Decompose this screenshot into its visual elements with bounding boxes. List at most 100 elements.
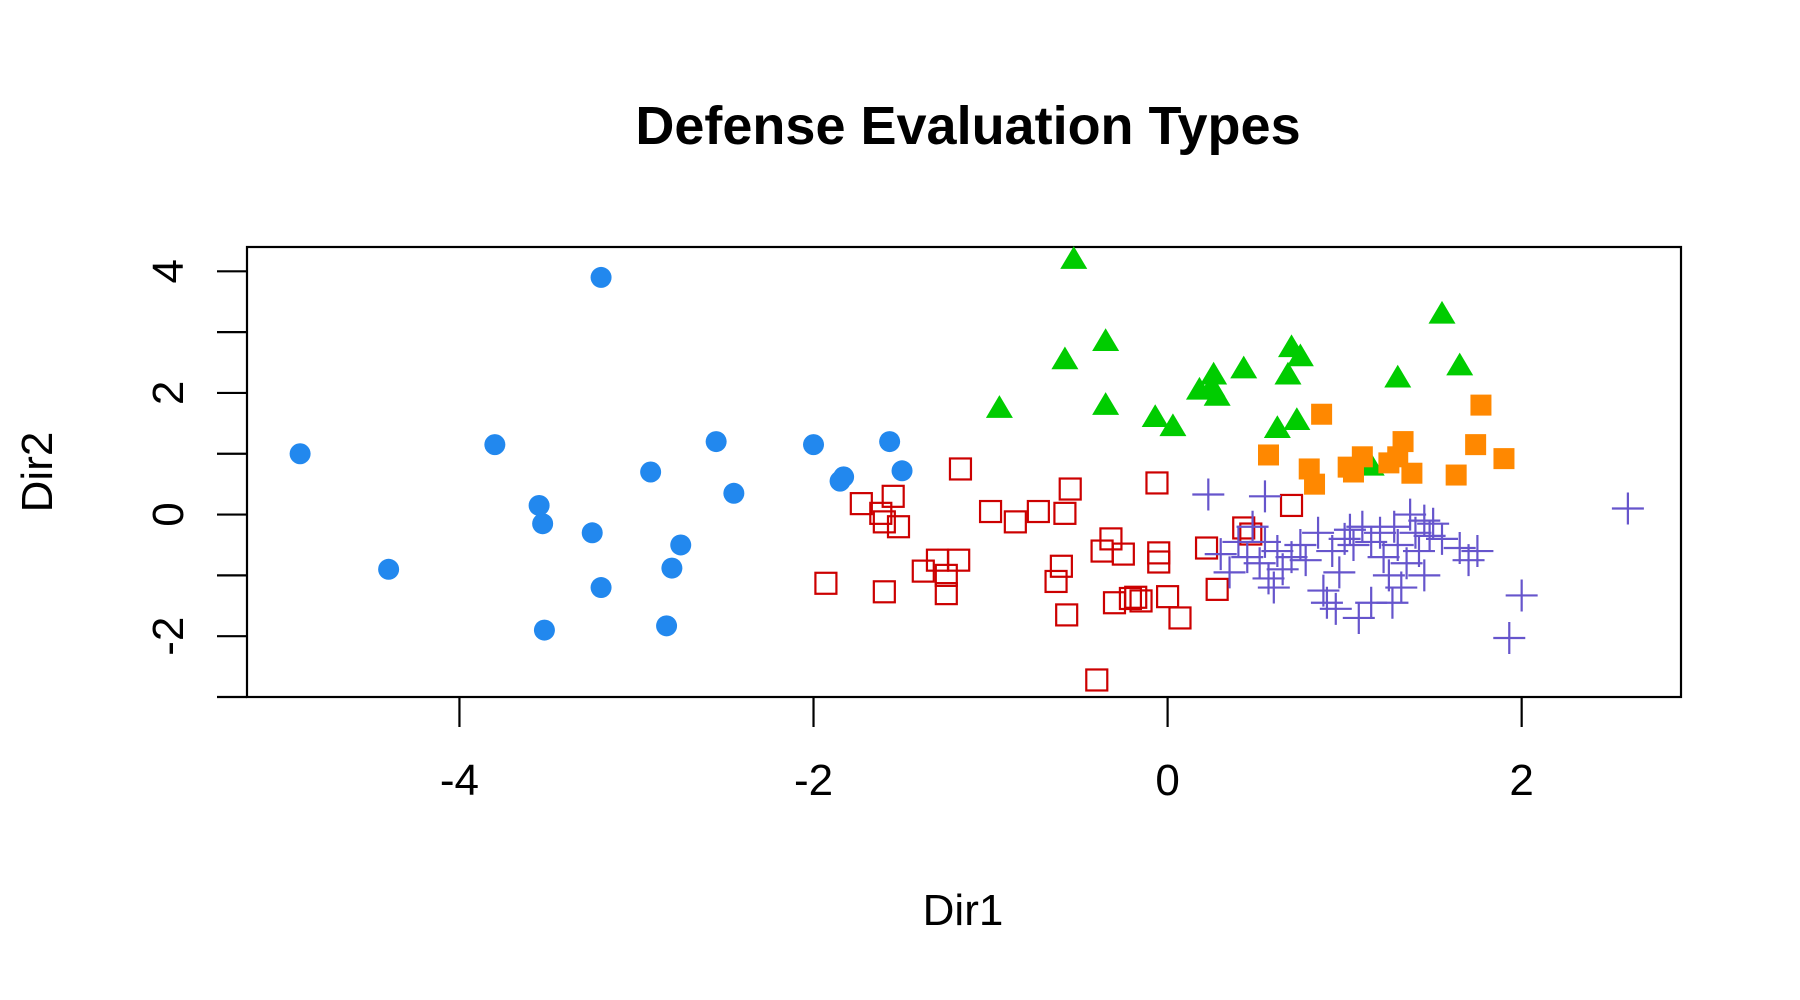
point-plus (1385, 571, 1418, 604)
point-filled-triangle (1051, 346, 1079, 370)
point-plus (1248, 525, 1281, 558)
point-filled-circle (879, 431, 901, 453)
point-plus (1367, 541, 1400, 574)
point-plus (1307, 574, 1340, 607)
point-plus (1394, 498, 1427, 531)
point-plus (1443, 532, 1476, 565)
point-filled-triangle (1060, 246, 1088, 269)
point-plus (1346, 510, 1379, 543)
point-filled-square (1311, 403, 1333, 425)
point-plus (1284, 528, 1317, 561)
point-open-square (1026, 499, 1050, 524)
point-plus (1213, 556, 1246, 589)
point-filled-circle (289, 443, 311, 465)
point-plus (1426, 522, 1458, 555)
point-filled-triangle (1141, 404, 1169, 428)
point-filled-triangle (1446, 352, 1474, 376)
point-plus (1252, 562, 1285, 595)
point-filled-circle (803, 434, 825, 456)
y-tick-label: 4 (144, 259, 193, 283)
point-open-square (1044, 569, 1068, 594)
point-filled-square (1351, 446, 1373, 468)
point-filled-triangle (1200, 361, 1228, 385)
point-open-square (1147, 541, 1171, 565)
point-filled-circle (533, 619, 555, 641)
point-filled-triangle (1159, 413, 1187, 437)
point-open-square (948, 457, 973, 481)
point-plus (1408, 559, 1441, 592)
point-filled-square (1304, 473, 1326, 495)
point-plus (1316, 535, 1349, 568)
point-plus (1355, 525, 1388, 558)
point-filled-circle (670, 534, 692, 556)
point-plus (1611, 492, 1644, 525)
y-tick-label: -2 (144, 617, 193, 656)
point-filled-circle (656, 615, 678, 637)
point-open-square (872, 510, 896, 534)
point-open-square (978, 499, 1003, 524)
point-plus (1452, 544, 1485, 577)
point-filled-square (1470, 394, 1492, 416)
point-open-square (934, 563, 958, 587)
point-open-square (1099, 527, 1123, 551)
point-filled-circle (891, 460, 913, 482)
point-filled-square (1493, 448, 1515, 470)
point-plus (1204, 538, 1237, 571)
point-open-square (1232, 516, 1256, 540)
point-filled-triangle (985, 395, 1013, 418)
point-filled-circle (378, 558, 400, 580)
point-open-square (1155, 585, 1180, 609)
point-filled-circle (705, 431, 727, 453)
point-open-square (1053, 501, 1077, 525)
point-filled-triangle (1384, 364, 1412, 388)
point-filled-square (1445, 464, 1467, 486)
point-filled-triangle (1230, 355, 1258, 379)
point-open-square (1111, 542, 1135, 566)
point-open-square (947, 548, 971, 572)
point-open-square (1124, 585, 1148, 609)
point-filled-square (1258, 444, 1280, 466)
point-plus (1413, 519, 1446, 552)
point-open-square (872, 580, 896, 604)
y-axis: -2 0 2 4 (144, 259, 247, 699)
point-filled-circle (484, 434, 506, 456)
point-open-square (1055, 603, 1079, 627)
point-filled-square (1401, 462, 1423, 484)
x-axis: -4 -2 0 2 (440, 697, 1534, 805)
point-open-square (849, 492, 873, 516)
y-tick-label: 0 (144, 502, 193, 526)
point-plus (1243, 547, 1276, 580)
point-open-square (1049, 554, 1073, 578)
point-plus (1417, 507, 1450, 540)
point-filled-circle (532, 513, 554, 535)
point-open-square (1194, 536, 1219, 560)
point-plus (1372, 559, 1405, 592)
point-open-square (1205, 577, 1229, 601)
point-plus (1378, 510, 1411, 543)
chart-title: Defense Evaluation Types (635, 96, 1300, 156)
point-open-square (1129, 589, 1153, 613)
point-plus (1261, 535, 1294, 568)
point-plus (1376, 586, 1409, 619)
point-plus (1302, 516, 1335, 549)
point-plus (1192, 478, 1225, 511)
point-filled-circle (581, 522, 603, 544)
point-plus (1266, 553, 1299, 586)
point-plus (1231, 541, 1264, 574)
point-open-square (1147, 550, 1171, 574)
x-tick-label: 2 (1509, 756, 1533, 805)
point-filled-circle (833, 466, 855, 488)
point-filled-triangle (1283, 407, 1311, 431)
point-plus (1493, 622, 1526, 655)
point-open-square (1058, 477, 1082, 501)
point-plus (1289, 544, 1322, 577)
point-open-square (881, 484, 905, 508)
point-open-square (934, 582, 958, 606)
point-filled-circle (723, 482, 745, 504)
point-filled-square (1392, 431, 1414, 453)
plot-frame (245, 245, 1683, 699)
point-plus (1342, 601, 1375, 634)
point-open-square (1145, 471, 1169, 495)
data-points (289, 246, 1644, 692)
y-axis-label: Dir2 (13, 432, 62, 513)
